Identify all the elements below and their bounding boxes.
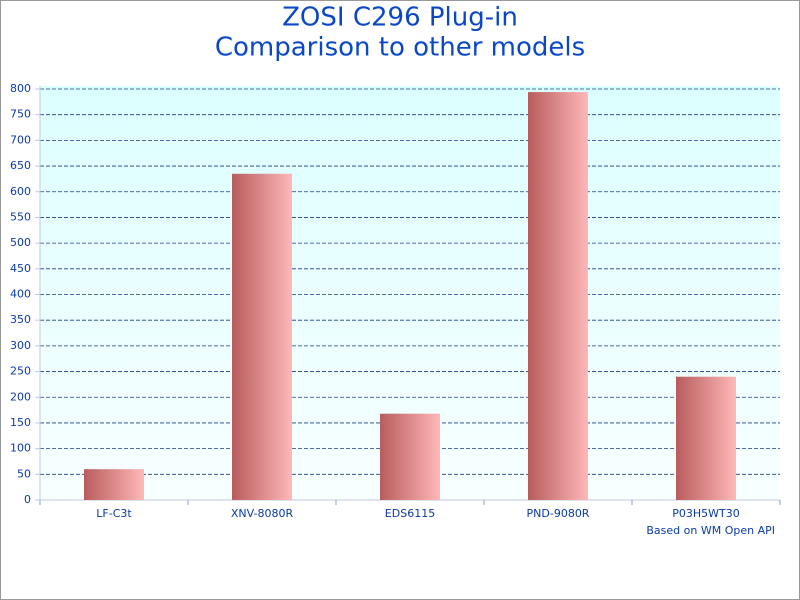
y-tick-label: 700 (10, 133, 31, 146)
y-tick-label: 750 (10, 108, 31, 121)
y-tick-label: 350 (10, 313, 31, 326)
chart-title: ZOSI C296 Plug-in (282, 3, 518, 33)
bar (380, 413, 440, 500)
y-tick-label: 300 (10, 339, 31, 352)
y-tick-label: 100 (10, 442, 31, 455)
bar (528, 92, 588, 501)
x-tick-label: XNV-8080R (231, 507, 294, 520)
y-tick-label: 550 (10, 210, 31, 223)
bar (84, 469, 144, 500)
annotation: Based on WM Open API (646, 524, 775, 537)
bar (676, 376, 736, 500)
y-tick-label: 450 (10, 262, 31, 275)
y-tick-label: 200 (10, 390, 31, 403)
y-tick-label: 50 (17, 467, 31, 480)
x-tick-label: LF-C3t (96, 507, 132, 520)
y-tick-label: 650 (10, 159, 31, 172)
x-tick-label: PND-9080R (527, 507, 590, 520)
chart-title: Comparison to other models (215, 33, 585, 63)
x-tick-label: EDS6115 (385, 507, 435, 520)
y-tick-label: 150 (10, 416, 31, 429)
y-tick-label: 400 (10, 288, 31, 301)
y-tick-label: 600 (10, 185, 31, 198)
y-tick-label: 500 (10, 236, 31, 249)
bar (232, 173, 292, 501)
y-tick-label: 0 (24, 493, 31, 506)
y-tick-label: 250 (10, 365, 31, 378)
x-tick-label: P03H5WT30 (672, 507, 740, 520)
y-tick-label: 800 (10, 82, 31, 95)
